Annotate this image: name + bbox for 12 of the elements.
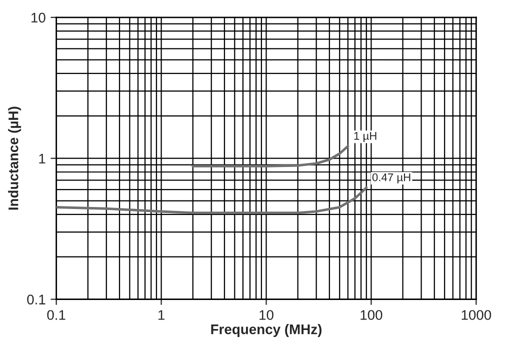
x-axis-title: Frequency (MHz): [211, 324, 322, 337]
y-tick-label: 10: [32, 12, 46, 23]
x-tick-label: 1000: [462, 310, 492, 320]
x-tick-label: 100: [360, 310, 382, 320]
x-tick-label: 10: [260, 310, 274, 320]
y-tick-label: 1: [39, 154, 46, 164]
series-label: 1 µH: [354, 132, 376, 142]
series-label: 0.47 µH: [372, 173, 410, 184]
y-axis-title: Inductance (µH): [8, 106, 22, 210]
y-tick-label: 0.1: [27, 294, 46, 304]
x-tick-label: 1: [158, 310, 164, 320]
x-tick-label: 0.1: [47, 310, 66, 320]
